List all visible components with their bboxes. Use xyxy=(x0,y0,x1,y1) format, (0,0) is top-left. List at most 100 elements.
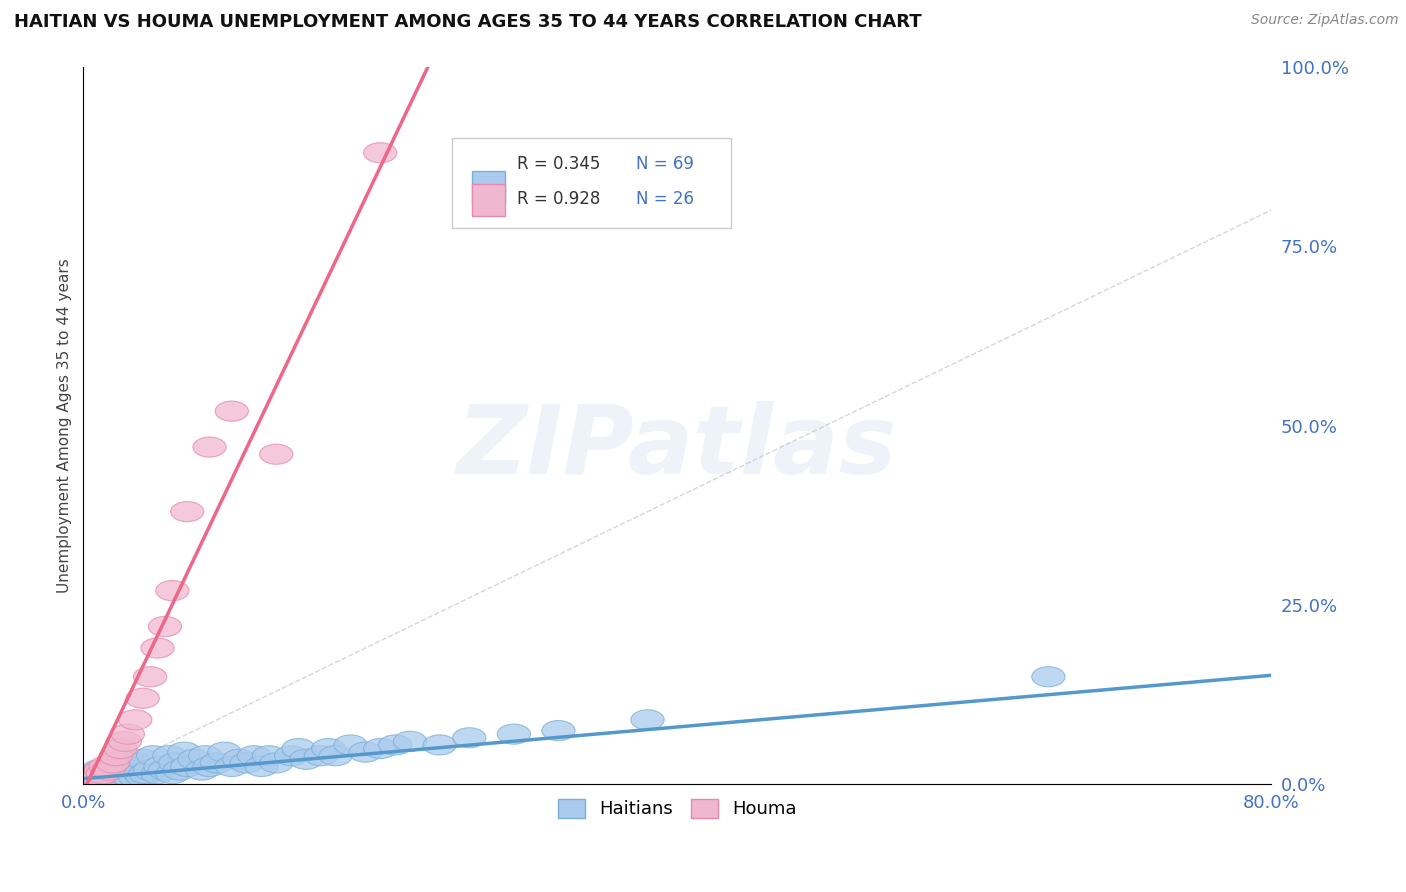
Ellipse shape xyxy=(215,401,249,421)
Ellipse shape xyxy=(319,746,353,765)
Ellipse shape xyxy=(394,731,426,751)
Ellipse shape xyxy=(1032,666,1064,687)
Ellipse shape xyxy=(100,769,132,789)
Ellipse shape xyxy=(97,767,129,788)
Ellipse shape xyxy=(91,771,125,791)
Ellipse shape xyxy=(127,749,159,770)
Ellipse shape xyxy=(118,710,152,730)
Ellipse shape xyxy=(100,760,132,780)
Ellipse shape xyxy=(148,760,181,780)
Ellipse shape xyxy=(111,767,145,788)
Ellipse shape xyxy=(245,756,278,777)
Ellipse shape xyxy=(104,756,136,777)
Ellipse shape xyxy=(304,746,337,765)
Ellipse shape xyxy=(86,764,120,784)
Ellipse shape xyxy=(200,753,233,773)
Ellipse shape xyxy=(127,767,159,788)
Ellipse shape xyxy=(104,767,136,788)
Ellipse shape xyxy=(70,767,103,788)
Ellipse shape xyxy=(153,746,186,765)
Ellipse shape xyxy=(179,749,211,770)
Ellipse shape xyxy=(156,581,188,600)
Ellipse shape xyxy=(312,739,344,758)
Ellipse shape xyxy=(364,143,396,162)
Ellipse shape xyxy=(378,735,412,755)
FancyBboxPatch shape xyxy=(471,170,505,203)
Ellipse shape xyxy=(141,638,174,658)
Ellipse shape xyxy=(364,739,396,758)
Ellipse shape xyxy=(170,756,204,777)
Ellipse shape xyxy=(100,746,132,765)
Ellipse shape xyxy=(104,739,136,758)
Ellipse shape xyxy=(89,760,122,780)
Text: R = 0.928: R = 0.928 xyxy=(517,190,600,209)
Y-axis label: Unemployment Among Ages 35 to 44 years: Unemployment Among Ages 35 to 44 years xyxy=(58,258,72,593)
Ellipse shape xyxy=(86,764,120,784)
Ellipse shape xyxy=(118,753,152,773)
Ellipse shape xyxy=(89,769,122,789)
Ellipse shape xyxy=(72,767,104,788)
Ellipse shape xyxy=(333,735,367,755)
Ellipse shape xyxy=(77,767,110,788)
Ellipse shape xyxy=(290,749,322,770)
Ellipse shape xyxy=(283,739,315,758)
Ellipse shape xyxy=(252,746,285,765)
Ellipse shape xyxy=(89,756,122,777)
Ellipse shape xyxy=(77,767,110,788)
Ellipse shape xyxy=(84,760,118,780)
Ellipse shape xyxy=(111,753,145,773)
FancyBboxPatch shape xyxy=(471,184,505,216)
Ellipse shape xyxy=(167,742,201,762)
Ellipse shape xyxy=(129,764,162,784)
Ellipse shape xyxy=(91,760,125,780)
Ellipse shape xyxy=(84,771,118,791)
Ellipse shape xyxy=(79,764,112,784)
Ellipse shape xyxy=(260,444,292,464)
Ellipse shape xyxy=(163,760,197,780)
Ellipse shape xyxy=(75,771,107,791)
Ellipse shape xyxy=(222,749,256,770)
FancyBboxPatch shape xyxy=(451,138,731,228)
Ellipse shape xyxy=(134,760,167,780)
Ellipse shape xyxy=(498,724,530,744)
Text: Source: ZipAtlas.com: Source: ZipAtlas.com xyxy=(1251,13,1399,28)
Ellipse shape xyxy=(108,760,142,780)
Ellipse shape xyxy=(127,689,159,708)
Ellipse shape xyxy=(156,764,188,784)
Ellipse shape xyxy=(118,767,152,788)
Ellipse shape xyxy=(136,746,170,765)
Text: N = 69: N = 69 xyxy=(636,154,693,172)
Ellipse shape xyxy=(111,724,145,744)
Ellipse shape xyxy=(143,756,177,777)
Ellipse shape xyxy=(541,721,575,740)
Ellipse shape xyxy=(97,756,129,777)
Ellipse shape xyxy=(423,735,457,755)
Text: R = 0.345: R = 0.345 xyxy=(517,154,600,172)
Ellipse shape xyxy=(349,742,382,762)
Ellipse shape xyxy=(274,746,308,765)
Ellipse shape xyxy=(453,728,486,747)
Ellipse shape xyxy=(208,742,240,762)
Ellipse shape xyxy=(82,767,115,788)
Ellipse shape xyxy=(108,731,142,751)
Ellipse shape xyxy=(134,666,167,687)
Ellipse shape xyxy=(97,753,129,773)
Ellipse shape xyxy=(260,753,292,773)
Ellipse shape xyxy=(107,771,141,791)
Ellipse shape xyxy=(93,764,127,784)
Ellipse shape xyxy=(186,760,219,780)
Ellipse shape xyxy=(215,756,249,777)
Text: HAITIAN VS HOUMA UNEMPLOYMENT AMONG AGES 35 TO 44 YEARS CORRELATION CHART: HAITIAN VS HOUMA UNEMPLOYMENT AMONG AGES… xyxy=(14,13,922,31)
Ellipse shape xyxy=(170,501,204,522)
Ellipse shape xyxy=(114,769,148,789)
Ellipse shape xyxy=(631,710,664,730)
Text: N = 26: N = 26 xyxy=(636,190,693,209)
Ellipse shape xyxy=(148,616,181,637)
Ellipse shape xyxy=(70,771,103,791)
Ellipse shape xyxy=(124,764,156,784)
Ellipse shape xyxy=(231,753,263,773)
Ellipse shape xyxy=(141,764,174,784)
Legend: Haitians, Houma: Haitians, Houma xyxy=(550,792,804,826)
Ellipse shape xyxy=(82,767,115,788)
Ellipse shape xyxy=(193,437,226,457)
